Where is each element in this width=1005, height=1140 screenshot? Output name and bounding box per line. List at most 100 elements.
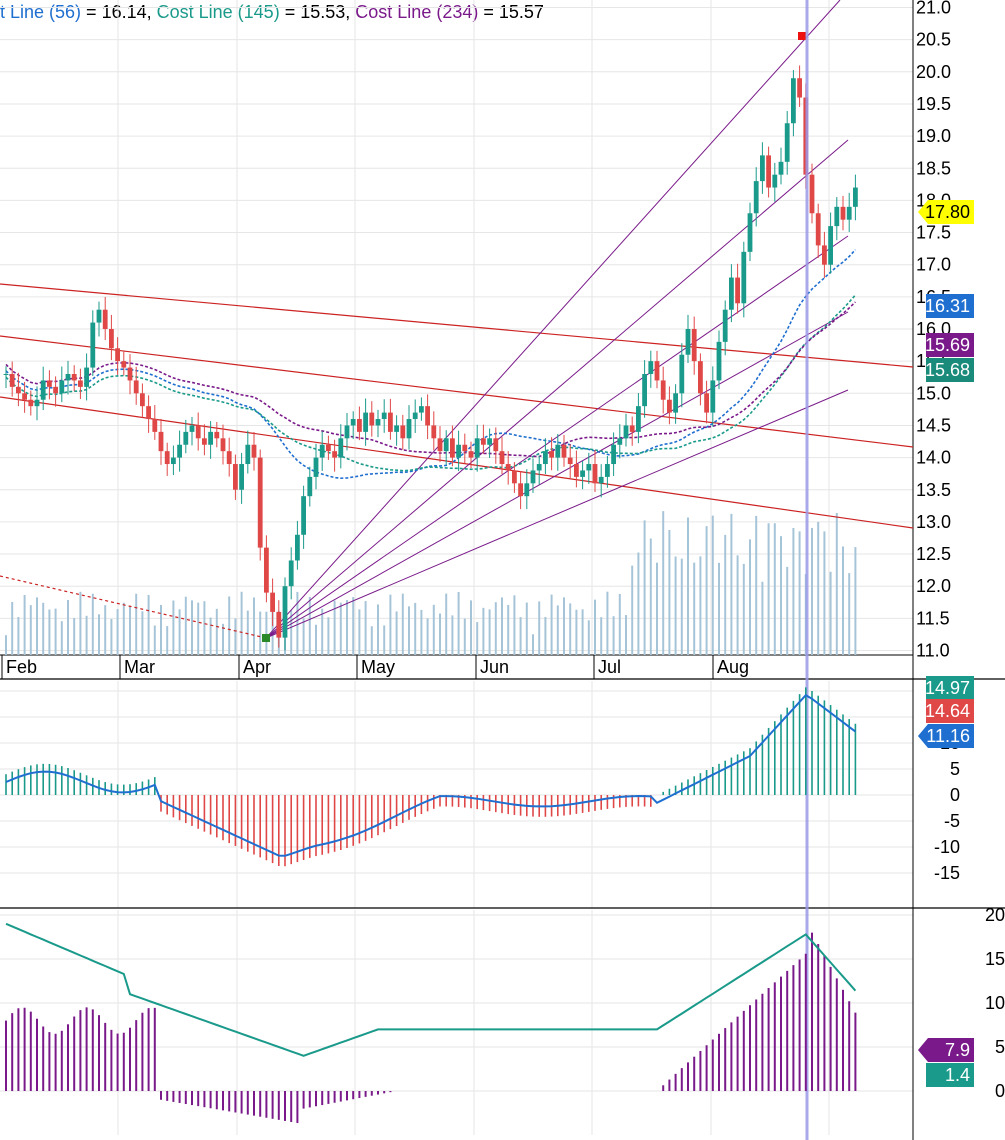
candle-body xyxy=(313,457,319,477)
osc-tag-1: 7.9 xyxy=(918,1038,974,1062)
candle-body xyxy=(623,425,629,439)
candle xyxy=(245,430,251,474)
candle xyxy=(648,350,654,388)
candle-body xyxy=(629,425,635,432)
candle xyxy=(468,441,474,469)
x-tick-label: May xyxy=(361,657,395,677)
candle-body xyxy=(319,444,325,458)
candle-body xyxy=(288,560,294,587)
candle-body xyxy=(34,399,40,407)
candle xyxy=(78,368,83,400)
candle xyxy=(822,231,827,278)
price-tag-cost-56-bg xyxy=(926,294,974,318)
candle-body xyxy=(667,399,672,413)
candle xyxy=(462,433,468,464)
candle xyxy=(257,449,263,561)
candle-body xyxy=(505,464,511,471)
candle xyxy=(313,443,319,490)
osc-tag-1-text: 7.9 xyxy=(945,1040,970,1060)
y-tick-label-oscillator: 15 xyxy=(985,949,1005,969)
candle xyxy=(660,366,666,414)
candle-body xyxy=(419,406,424,413)
candle xyxy=(71,365,77,392)
candle-body xyxy=(3,374,9,376)
candle xyxy=(704,380,709,424)
candle-body xyxy=(512,470,517,484)
candle xyxy=(127,354,133,395)
y-tick-label-oscillator: 5 xyxy=(995,1037,1005,1057)
pivot-marker-low xyxy=(262,634,270,642)
candle xyxy=(518,471,523,510)
fan-line xyxy=(265,235,849,639)
candle-body xyxy=(245,444,251,465)
candle-body xyxy=(257,457,263,548)
candle xyxy=(406,405,412,450)
cost-line-145 xyxy=(5,294,857,472)
candle xyxy=(133,366,139,405)
candle xyxy=(636,392,641,444)
candle xyxy=(617,424,623,459)
candle-body xyxy=(753,181,759,214)
candle xyxy=(357,406,362,441)
candle-body xyxy=(164,451,170,465)
candle xyxy=(828,212,833,274)
y-tick-label-macd: 0 xyxy=(950,785,960,805)
y-tick-label: 21.0 xyxy=(916,0,951,18)
candle xyxy=(220,424,226,465)
candle xyxy=(834,197,840,241)
y-tick-label: 18.5 xyxy=(916,158,951,178)
candle-body xyxy=(78,380,83,387)
x-tick-label: Feb xyxy=(6,657,37,677)
candle-body xyxy=(412,412,418,420)
candle-body xyxy=(208,431,213,445)
candle-body xyxy=(400,425,406,439)
candle-body xyxy=(239,464,244,490)
macd-panel xyxy=(5,687,857,867)
macd-tag-2: 14.64 xyxy=(925,699,974,723)
cost-line-56 xyxy=(5,249,856,480)
candle-body xyxy=(716,341,722,381)
candle-body xyxy=(301,496,306,535)
candle-body xyxy=(543,451,548,465)
macd-tag-3-text: 11.16 xyxy=(926,726,970,746)
oscillator-panel xyxy=(5,922,857,1124)
candle xyxy=(772,162,778,202)
candle xyxy=(431,411,437,451)
candle-body xyxy=(499,451,505,465)
candle xyxy=(623,413,629,447)
candle-body xyxy=(729,277,734,310)
candle-body xyxy=(326,444,331,452)
candle xyxy=(344,412,350,451)
candle-body xyxy=(40,380,46,400)
candle-body xyxy=(691,329,697,362)
macd-tag-1-bg xyxy=(926,676,974,700)
candle-body xyxy=(406,419,412,439)
candle-body xyxy=(233,464,238,490)
candle-body xyxy=(276,611,282,638)
candle xyxy=(282,577,288,651)
candle-body xyxy=(654,361,660,381)
candle-body xyxy=(90,322,96,368)
candle-body xyxy=(251,444,257,458)
candle-body xyxy=(648,361,654,375)
candle-body xyxy=(338,438,344,458)
candle-body xyxy=(388,412,393,432)
candle-body xyxy=(381,412,387,420)
candle xyxy=(729,264,734,323)
candle-body xyxy=(611,444,616,465)
candles xyxy=(3,65,858,651)
candle-body xyxy=(530,470,536,484)
price-tag-cost-145-text: 15.68 xyxy=(925,360,970,380)
candle-body xyxy=(9,374,15,387)
candle xyxy=(295,520,300,570)
gann-fan xyxy=(265,0,849,639)
candle-body xyxy=(636,406,641,432)
candle-body xyxy=(307,476,313,497)
candle-body xyxy=(679,354,685,394)
candle xyxy=(369,401,375,437)
candle xyxy=(450,425,455,467)
candle-body xyxy=(766,155,771,188)
candle-body xyxy=(171,457,176,465)
price-tag-cost-234-text: 15.69 xyxy=(925,335,970,355)
